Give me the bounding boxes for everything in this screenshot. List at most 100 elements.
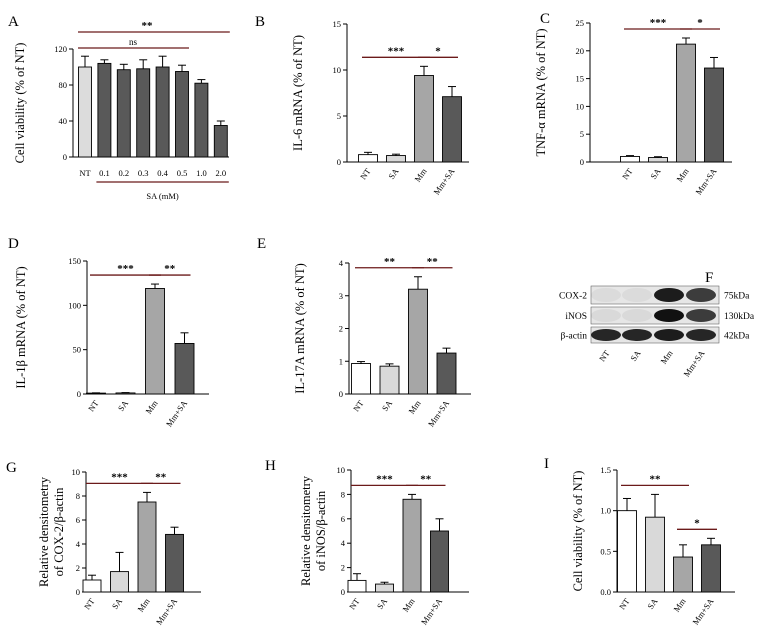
significance-label: ** [427, 256, 439, 268]
bar-i-1 [645, 516, 665, 593]
category-label: Mm [671, 596, 688, 614]
category-label: Mm+SA [431, 166, 457, 197]
y-tick-label: 4 [341, 538, 346, 548]
category-label: Mm+SA [690, 596, 716, 627]
western-blot-panel: F COX-2 75kDa iNOS 130kDa β-actin 42kDa NT SA Mm M… [559, 270, 755, 379]
category-label: Mm+SA [426, 398, 452, 429]
significance-label: *** [111, 471, 128, 483]
chart-panel-i: I 0.0 0.5 1.0 1.5 Cell viability (% of NT) NT S… [544, 456, 735, 627]
y-tick-label: 8 [76, 491, 80, 501]
bar-g-0 [82, 579, 102, 593]
y-axis-title: IL-1β mRNA (% of NT) [14, 266, 28, 388]
category-label: NT [82, 596, 97, 612]
y-axis-title: Cell viability (% of NT) [13, 43, 27, 164]
bar-h-3 [430, 530, 449, 593]
y-axis-title-line2: of iNOS/β-actin [314, 490, 328, 571]
blot-lane-label: SA [628, 348, 643, 363]
y-tick-label: 8 [341, 489, 345, 499]
y-tick-label: 10 [333, 65, 342, 75]
y-tick-label: 40 [59, 116, 68, 126]
y-tick-label: 20 [576, 46, 585, 56]
panel-letter: G [6, 460, 17, 476]
significance-label: *** [376, 473, 393, 485]
y-tick-label: 0 [339, 389, 343, 399]
bar-c-2 [676, 43, 696, 163]
panel-letter: A [8, 14, 19, 30]
category-label: 2.0 [215, 168, 226, 178]
category-label: Mm [412, 166, 429, 184]
significance-label: ** [384, 256, 396, 268]
y-tick-label: 5 [580, 129, 584, 139]
bar-a-4 [155, 66, 170, 158]
y-tick-label: 0 [63, 152, 67, 162]
panel-letter: C [540, 11, 550, 27]
significance-label: * [694, 517, 700, 529]
y-tick-label: 10 [576, 101, 585, 111]
chart-panel-a: A 0 40 80 120 Cell viability (% of NT) NT 0.1 0.… [8, 14, 230, 201]
bar-a-1 [97, 62, 112, 158]
bar-d-1 [115, 392, 136, 395]
blot-band [622, 329, 652, 341]
significance-label: ** [164, 263, 176, 275]
chart-panel-d: D 0 50 100 150 IL-1β mRNA (% of NT) NT SA Mm Mm+S… [8, 236, 209, 429]
blot-size-label: 42kDa [724, 332, 750, 342]
category-label: Mm+SA [693, 166, 719, 197]
bar-i-0 [617, 510, 637, 593]
category-label: SA [116, 398, 131, 413]
blot-band [686, 329, 716, 341]
panel-letter: H [265, 458, 276, 474]
category-label: SA [645, 596, 660, 611]
blot-protein-label: COX-2 [559, 292, 587, 302]
bar-c-1 [648, 157, 668, 163]
category-label: NT [617, 596, 632, 612]
y-tick-label: 10 [337, 465, 346, 475]
bar-b-0 [358, 154, 378, 163]
category-label: SA [110, 596, 125, 611]
y-tick-label: 15 [576, 74, 585, 84]
y-tick-label: 10 [72, 467, 81, 477]
category-label: Mm [135, 596, 152, 614]
significance-label: *** [117, 263, 134, 275]
panel-letter: E [257, 236, 266, 252]
category-label: Mm [143, 398, 160, 416]
y-tick-label: 80 [59, 80, 68, 90]
category-label: SA [648, 166, 663, 181]
chart-panel-c: C 0 5 10 15 20 25 TNF-α mRNA (% of NT) NT SA Mm Mm+… [534, 11, 732, 197]
y-tick-label: 2 [76, 563, 80, 573]
y-axis-title: IL-17A mRNA (% of NT) [293, 263, 307, 394]
y-tick-label: 3 [339, 291, 343, 301]
y-axis-title-line2: of COX-2/β-actin [52, 487, 66, 576]
blot-lane-label: Mm [658, 348, 675, 366]
y-tick-label: 15 [333, 19, 342, 29]
chart-panel-h: H 0 2 4 6 8 10 Relative densitometryof iNOS/β-a… [265, 458, 469, 627]
category-label: Mm+SA [419, 596, 445, 627]
category-label: 0.5 [177, 168, 188, 178]
bar-d-2 [145, 288, 165, 395]
category-label: Mm [674, 166, 691, 184]
y-tick-label: 0 [337, 157, 341, 167]
category-label: NT [79, 168, 91, 178]
panel-letter: D [8, 236, 19, 252]
y-tick-label: 6 [341, 514, 345, 524]
x-axis-title: SA (mM) [146, 191, 179, 201]
y-tick-label: 2 [339, 324, 343, 334]
blot-lane-label: NT [597, 348, 612, 364]
bar-c-0 [620, 155, 640, 163]
bar-c-3 [704, 67, 724, 163]
significance-label: * [435, 45, 441, 57]
panel-letter: F [705, 270, 713, 286]
y-tick-label: 25 [576, 18, 585, 28]
bar-e-0 [351, 363, 371, 395]
significance-label: *** [388, 45, 405, 57]
bar-g-2 [137, 501, 157, 593]
bar-d-3 [174, 343, 195, 395]
y-axis-title: Relative densitometryof iNOS/β-actin [299, 475, 328, 586]
y-axis-title-line1: Relative densitometry [37, 476, 51, 587]
y-tick-label: 0.0 [600, 587, 611, 597]
y-tick-label: 0.5 [600, 546, 611, 556]
y-tick-label: 4 [339, 258, 344, 268]
blot-band [654, 329, 684, 341]
bar-b-1 [386, 155, 406, 163]
significance-label: ** [650, 473, 662, 485]
y-tick-label: 0 [341, 587, 345, 597]
